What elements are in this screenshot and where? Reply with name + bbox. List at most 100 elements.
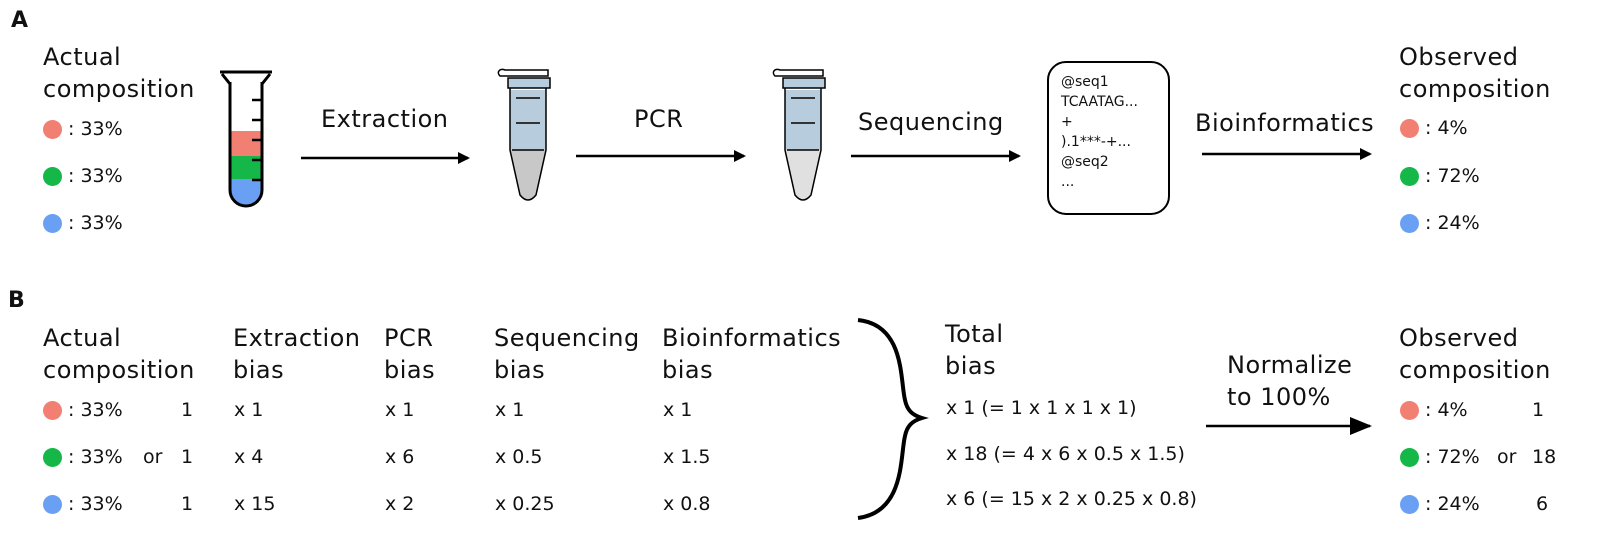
extraction-bias-green: x 4 xyxy=(234,446,264,468)
or-label-right: or xyxy=(1497,446,1517,468)
actual-b-value-blue: : 33% xyxy=(68,493,123,515)
sequence-line: @seq2 xyxy=(1061,154,1109,170)
actual-b-value-green: : 33% xyxy=(68,446,123,468)
observed-a-row-green: : 72% xyxy=(1400,165,1480,187)
observed-ratio-red: 1 xyxy=(1532,399,1545,421)
total-bias-red: x 1 (= 1 x 1 x 1 x 1) xyxy=(946,397,1137,419)
total-bias-green: x 18 (= 4 x 6 x 0.5 x 1.5) xyxy=(946,443,1185,465)
title-line: composition xyxy=(1399,75,1551,103)
sequence-line: @seq1 xyxy=(1061,74,1109,90)
actual-a-value-green: : 33% xyxy=(68,165,123,187)
sequence-text: @seq1 TCAATAG... + ).1***-+... @seq2 ... xyxy=(1061,72,1138,192)
observed-ratio-green: 18 xyxy=(1532,446,1557,468)
extraction-bias-blue: x 15 xyxy=(234,493,276,515)
eppendorf-tube-2-icon xyxy=(772,68,826,201)
sequence-line: + xyxy=(1061,114,1073,130)
blue-dot-icon xyxy=(43,213,62,233)
eppendorf-tube-1-icon xyxy=(497,68,551,201)
observed-b-row-blue: : 24% xyxy=(1400,493,1480,515)
actual-composition-title-b: Actual composition xyxy=(43,322,195,386)
actual-ratio-blue: 1 xyxy=(181,493,194,515)
observed-composition-title-b: Observed composition xyxy=(1399,322,1551,386)
red-dot-icon xyxy=(43,400,62,420)
actual-a-row-red: : 33% xyxy=(43,118,123,140)
bioinformatics-bias-blue: x 0.8 xyxy=(663,493,711,515)
observed-a-value-blue: : 24% xyxy=(1425,212,1480,234)
title-line: bias xyxy=(494,356,546,384)
title-line: Bioinformatics xyxy=(662,324,842,352)
observed-a-row-red: : 4% xyxy=(1400,117,1468,139)
title-line: Extraction xyxy=(233,324,361,352)
actual-ratio-green: 1 xyxy=(181,446,194,468)
or-label-left: or xyxy=(143,446,163,468)
red-dot-icon xyxy=(1400,118,1419,138)
observed-b-row-green: : 72% xyxy=(1400,446,1480,468)
observed-b-row-red: : 4% xyxy=(1400,399,1468,421)
step-extraction: Extraction xyxy=(321,105,449,133)
green-dot-icon xyxy=(1400,166,1419,186)
observed-b-value-green: : 72% xyxy=(1425,446,1480,468)
blue-dot-icon xyxy=(1400,213,1419,233)
actual-a-row-blue: : 33% xyxy=(43,212,123,234)
sequencing-bias-green: x 0.5 xyxy=(495,446,543,468)
observed-a-row-blue: : 24% xyxy=(1400,212,1480,234)
title-line: to 100% xyxy=(1227,383,1331,411)
step-pcr: PCR xyxy=(634,105,684,133)
actual-composition-title-a: Actual composition xyxy=(43,41,195,105)
step-sequencing: Sequencing xyxy=(858,108,1004,136)
sequence-line: ... xyxy=(1061,174,1075,190)
title-line: Sequencing xyxy=(494,324,640,352)
sequence-file-box xyxy=(1047,61,1170,215)
title-line: Actual xyxy=(43,43,122,71)
pcr-bias-title: PCR bias xyxy=(384,322,435,386)
test-tube-icon xyxy=(220,70,272,208)
pcr-bias-red: x 1 xyxy=(385,399,415,421)
pcr-bias-green: x 6 xyxy=(385,446,415,468)
sequence-line: TCAATAG... xyxy=(1061,94,1138,110)
bioinformatics-bias-red: x 1 xyxy=(663,399,693,421)
panel-b-label: B xyxy=(8,288,25,313)
pcr-bias-blue: x 2 xyxy=(385,493,415,515)
normalize-label: Normalize to 100% xyxy=(1227,349,1352,413)
title-line: bias xyxy=(233,356,285,384)
green-dot-icon xyxy=(1400,447,1419,467)
observed-b-value-red: : 4% xyxy=(1425,399,1468,421)
green-dot-icon xyxy=(43,447,62,467)
title-line: Normalize xyxy=(1227,351,1353,379)
title-line: composition xyxy=(43,75,195,103)
observed-a-value-red: : 4% xyxy=(1425,117,1468,139)
total-bias-blue: x 6 (= 15 x 2 x 0.25 x 0.8) xyxy=(946,488,1197,510)
title-line: Observed xyxy=(1399,324,1519,352)
actual-a-value-blue: : 33% xyxy=(68,212,123,234)
title-line: Actual xyxy=(43,324,122,352)
bioinformatics-bias-title: Bioinformatics bias xyxy=(662,322,841,386)
extraction-bias-title: Extraction bias xyxy=(233,322,361,386)
sequencing-bias-blue: x 0.25 xyxy=(495,493,555,515)
sequence-line: ).1***-+... xyxy=(1061,134,1131,150)
actual-b-value-red: : 33% xyxy=(68,399,123,421)
red-dot-icon xyxy=(1400,400,1419,420)
title-line: bias xyxy=(945,352,997,380)
total-bias-title: Total bias xyxy=(945,318,1004,382)
title-line: Total xyxy=(945,320,1004,348)
observed-composition-title-a: Observed composition xyxy=(1399,41,1551,105)
actual-a-row-green: : 33% xyxy=(43,165,123,187)
title-line: Observed xyxy=(1399,43,1519,71)
actual-a-value-red: : 33% xyxy=(68,118,123,140)
red-dot-icon xyxy=(43,119,62,139)
title-line: bias xyxy=(384,356,436,384)
observed-ratio-blue: 6 xyxy=(1536,493,1549,515)
actual-ratio-red: 1 xyxy=(181,399,194,421)
title-line: bias xyxy=(662,356,714,384)
title-line: composition xyxy=(43,356,195,384)
title-line: PCR xyxy=(384,324,434,352)
blue-dot-icon xyxy=(43,494,62,514)
sequencing-bias-red: x 1 xyxy=(495,399,525,421)
green-dot-icon xyxy=(43,166,62,186)
panel-a-label: A xyxy=(11,8,29,33)
extraction-bias-red: x 1 xyxy=(234,399,264,421)
observed-b-value-blue: : 24% xyxy=(1425,493,1480,515)
title-line: composition xyxy=(1399,356,1551,384)
blue-dot-icon xyxy=(1400,494,1419,514)
